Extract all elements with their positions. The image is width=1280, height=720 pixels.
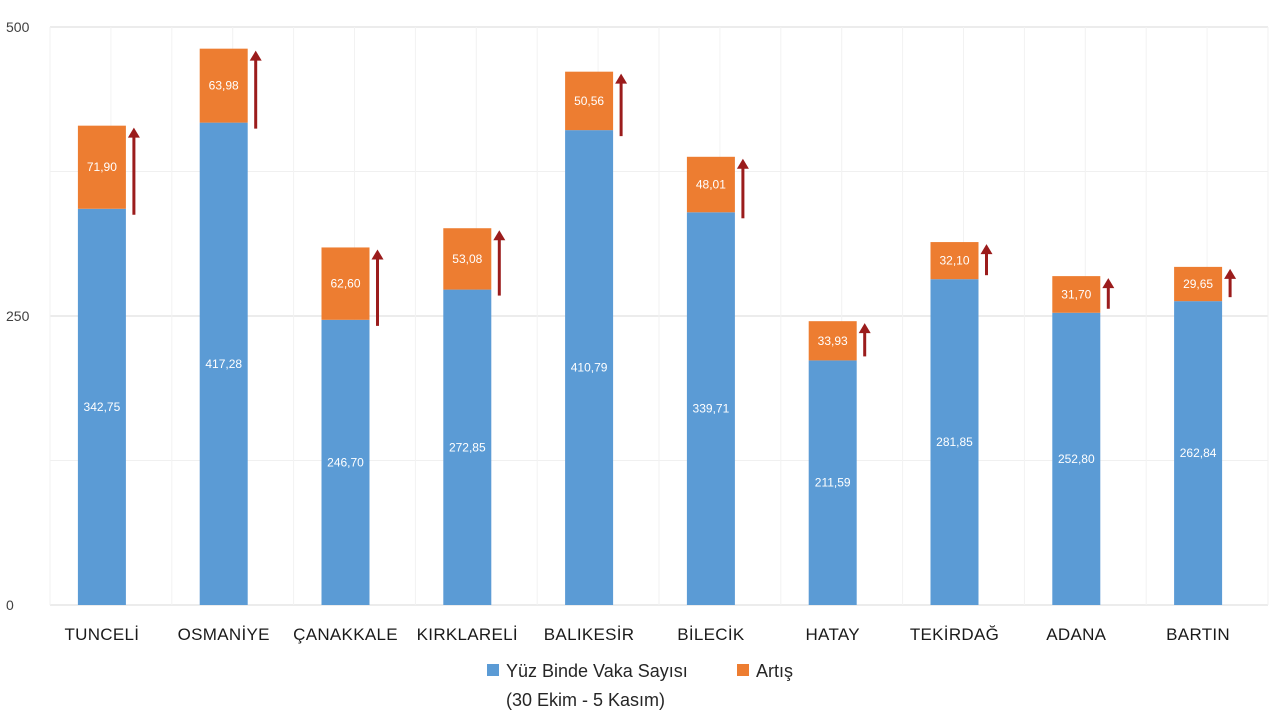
data-label-cases: 339,71 <box>693 402 730 416</box>
data-label-cases: 410,79 <box>571 361 608 375</box>
bar-cases <box>199 122 248 605</box>
increase-arrow-head <box>371 249 384 260</box>
data-label-increase: 63,98 <box>209 79 239 93</box>
data-label-increase: 32,10 <box>939 254 969 268</box>
bar-cases <box>77 208 126 605</box>
data-label-increase: 71,90 <box>87 160 117 174</box>
bar-increase <box>1052 276 1101 313</box>
bar-increase <box>808 321 857 361</box>
increase-arrow-head <box>615 73 628 84</box>
bar-increase <box>565 71 614 131</box>
x-tick-label: OSMANİYE <box>178 625 270 644</box>
data-label-cases: 417,28 <box>205 357 242 371</box>
data-label-increase: 48,01 <box>696 178 726 192</box>
increase-arrow-head <box>493 230 506 241</box>
data-label-cases: 246,70 <box>327 455 364 469</box>
data-label-increase: 33,93 <box>818 334 848 348</box>
bar-increase <box>321 247 370 320</box>
increase-arrow-head <box>858 323 871 334</box>
increase-arrow-head <box>127 127 140 138</box>
bar-cases <box>686 212 735 606</box>
y-axis: 0 250 500 <box>6 19 30 613</box>
x-tick-label: BARTIN <box>1166 625 1230 644</box>
data-label-increase: 62,60 <box>330 277 360 291</box>
bar-increase <box>1174 266 1223 302</box>
data-label-increase: 31,70 <box>1061 287 1091 301</box>
x-tick-label: ADANA <box>1046 625 1106 644</box>
data-label-increase: 29,65 <box>1183 277 1213 291</box>
data-label-cases: 262,84 <box>1180 446 1217 460</box>
increase-arrow-head <box>1224 268 1237 279</box>
bar-cases <box>808 360 857 605</box>
data-label-cases: 211,59 <box>815 476 851 490</box>
increase-arrow-head <box>736 158 749 169</box>
x-tick-label: ÇANAKKALE <box>293 625 398 644</box>
data-label-increase: 53,08 <box>452 252 482 266</box>
legend-swatch-blue <box>487 664 499 676</box>
bar-increase <box>930 242 979 280</box>
bar-increase <box>77 125 126 209</box>
x-tick-label: HATAY <box>805 625 859 644</box>
x-tick-label: BİLECİK <box>677 625 745 644</box>
legend-label-cases: Yüz Binde Vaka Sayısı <box>506 661 688 681</box>
bar-cases <box>930 279 979 605</box>
x-axis: TUNCELİ OSMANİYE ÇANAKKALE KIRKLARELİ BALIKE… <box>64 625 1230 644</box>
legend-period: (30 Ekim - 5 Kasım) <box>506 690 665 710</box>
bar-cases <box>443 289 492 605</box>
data-label-cases: 272,85 <box>449 440 486 454</box>
bar-cases <box>565 130 614 605</box>
x-tick-label: TUNCELİ <box>64 625 139 644</box>
bar-cases <box>1174 301 1223 605</box>
x-tick-label: TEKİRDAĞ <box>910 625 999 644</box>
bar-cases <box>1052 312 1101 605</box>
increase-arrow-head <box>980 244 993 255</box>
x-tick-label: KIRKLARELİ <box>417 625 518 644</box>
increase-arrow-head <box>249 50 262 61</box>
bar-increase <box>686 156 735 213</box>
y-tick-label: 0 <box>6 597 14 613</box>
legend-label-increase: Artış <box>756 661 793 681</box>
bar-increase <box>199 48 248 123</box>
data-label-cases: 252,80 <box>1058 452 1095 466</box>
legend-swatch-orange <box>737 664 749 676</box>
y-tick-label: 250 <box>6 308 30 324</box>
bar-increase <box>443 228 492 290</box>
data-label-cases: 342,75 <box>84 400 121 414</box>
legend: Yüz Binde Vaka Sayısı Artış (30 Ekim - 5… <box>487 661 793 710</box>
data-label-increase: 50,56 <box>574 94 604 108</box>
y-tick-label: 500 <box>6 19 30 35</box>
data-label-cases: 281,85 <box>936 435 973 449</box>
bar-cases <box>321 319 370 605</box>
plot-area: 342,75 71,90 417,28 63,98 246,70 62,60 272,85 5… <box>77 48 1237 606</box>
x-tick-label: BALIKESİR <box>544 625 635 644</box>
increase-arrow-head <box>1102 278 1115 289</box>
